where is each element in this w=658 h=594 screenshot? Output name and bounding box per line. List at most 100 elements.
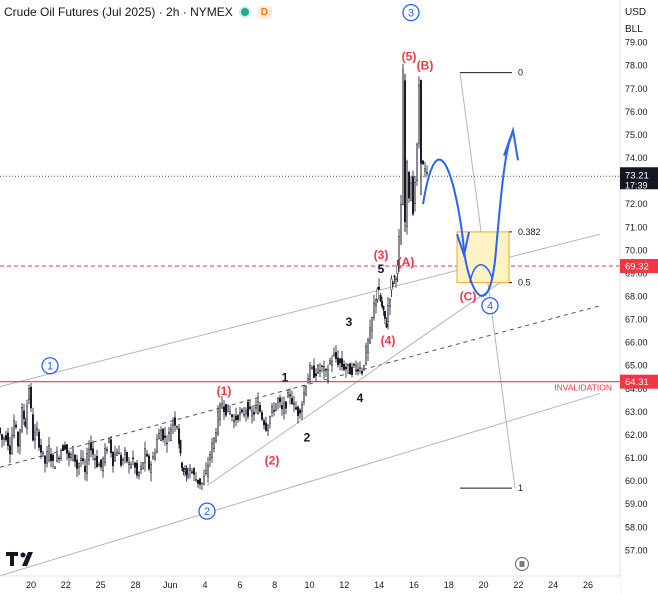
candle-body (92, 448, 94, 455)
candle-body (156, 439, 158, 453)
y-tick-label: 75.00 (625, 130, 648, 140)
candle-body (351, 366, 353, 375)
projection-path-c (469, 264, 493, 283)
wave-label-circled: 1 (47, 361, 53, 373)
candle-body (406, 161, 408, 227)
candle-body (34, 431, 36, 441)
candle-body (176, 426, 178, 428)
candles (0, 63, 428, 491)
price-axis[interactable] (620, 0, 658, 594)
candle-body (357, 369, 359, 372)
x-tick-label: 22 (513, 580, 523, 590)
candle-body (185, 468, 188, 475)
candle-body (237, 415, 239, 421)
projection-path[interactable] (422, 134, 513, 297)
candle-body (265, 422, 267, 431)
candle-body (253, 412, 255, 415)
candle-body (191, 471, 193, 473)
candle-body (46, 451, 48, 464)
candle-body (217, 410, 219, 435)
candle-body (412, 176, 414, 215)
candle-body (307, 378, 309, 384)
candle-body (158, 432, 160, 439)
x-tick-label: 8 (272, 580, 277, 590)
candle-body (130, 464, 132, 468)
candle-body (26, 405, 28, 429)
candle-body (160, 430, 162, 441)
candle-body (15, 424, 17, 428)
tradingview-logo-icon[interactable] (6, 552, 33, 566)
candle-body (122, 459, 124, 461)
candle-body (392, 282, 394, 285)
time-axis[interactable] (0, 576, 620, 594)
wave-circle[interactable] (198, 502, 216, 520)
candle-body (293, 403, 295, 406)
candle-body (142, 462, 144, 469)
channel-lower-line[interactable] (0, 392, 601, 577)
candle-body (68, 452, 70, 458)
x-tick-label: 20 (479, 580, 489, 590)
candle-body (259, 405, 261, 412)
symbol-title[interactable]: Crude Oil Futures (Jul 2025) · 2h · NYME… (4, 5, 233, 19)
candle-body (70, 453, 72, 459)
candle-body (148, 455, 150, 470)
y-tick-label: 78.00 (625, 61, 648, 71)
candle-body (118, 452, 120, 455)
candle-body (182, 468, 185, 472)
candle-body (52, 454, 54, 461)
candle-body (329, 360, 331, 365)
candle-body (19, 429, 21, 447)
candle-body (72, 446, 74, 461)
candle-body (327, 369, 329, 381)
candle-body (40, 444, 42, 453)
price-tag (620, 259, 658, 274)
candle-body (395, 278, 397, 281)
candle-body (90, 442, 92, 451)
candle-body (353, 363, 355, 366)
candle-body (231, 414, 233, 418)
x-tick-label: 18 (444, 580, 454, 590)
candle-body (355, 365, 357, 371)
y-tick-label: 71.00 (625, 222, 648, 232)
candle-body (424, 168, 426, 172)
candle-body (275, 403, 277, 411)
wave-circle[interactable] (41, 357, 59, 375)
candle-body (241, 409, 243, 413)
replay-icon[interactable] (514, 556, 530, 572)
candle-body (58, 457, 60, 460)
candle-body (309, 364, 311, 380)
last-price-tag (620, 167, 658, 190)
wave-circle[interactable] (402, 3, 420, 22)
candle-body (146, 453, 148, 457)
y-tick-label: 77.00 (625, 84, 648, 94)
candle-body (255, 405, 257, 409)
candle-body (313, 365, 315, 378)
x-tick-label: Jun (163, 580, 178, 590)
y-tick-label: 59.00 (625, 499, 648, 509)
candle-body (225, 404, 227, 416)
candle-body (132, 457, 134, 460)
candle-body (76, 459, 78, 469)
candle-body (82, 458, 84, 461)
candle-body (116, 451, 118, 456)
candle-body (209, 454, 211, 460)
candle-body (48, 445, 50, 461)
x-tick-label: 25 (96, 580, 106, 590)
fib-label: 0.382 (518, 227, 541, 237)
chart-header: Crude Oil Futures (Jul 2025) · 2h · NYME… (4, 3, 272, 21)
candle-body (279, 397, 281, 403)
candle-body (28, 388, 30, 400)
wave-circle[interactable] (481, 297, 499, 315)
wave-label: 1 (282, 370, 289, 384)
x-tick-label: 28 (130, 580, 140, 590)
candle-body (136, 462, 138, 476)
trend-line[interactable] (206, 282, 501, 487)
candle-body (398, 236, 400, 266)
candle-body (393, 275, 396, 278)
candle-body (11, 435, 13, 454)
candle-body (221, 403, 223, 409)
y-tick-label: 76.00 (625, 107, 648, 117)
candle-body (289, 394, 291, 397)
wave-label: (B) (417, 59, 434, 73)
